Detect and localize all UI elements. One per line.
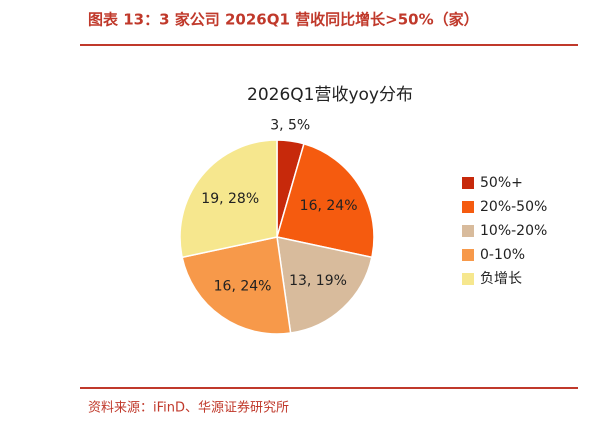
legend-label: 10%-20% xyxy=(480,223,547,239)
legend-swatch xyxy=(462,201,474,213)
data-label: 16, 24% xyxy=(300,198,358,214)
legend-swatch xyxy=(462,225,474,237)
figure-caption: 图表 13：3 家公司 2026Q1 营收同比增长>50%（家） xyxy=(88,11,479,29)
legend-swatch xyxy=(462,249,474,261)
legend-swatch xyxy=(462,177,474,189)
data-label: 3, 5% xyxy=(270,117,310,133)
chart-title: 2026Q1营收yoy分布 xyxy=(247,85,413,105)
legend-label: 50%+ xyxy=(480,175,523,191)
legend-label: 20%-50% xyxy=(480,199,547,215)
pie-slice xyxy=(181,236,292,335)
pie-slice xyxy=(276,236,373,334)
data-label: 19, 28% xyxy=(201,191,259,207)
legend-label: 0-10% xyxy=(480,247,525,263)
pie-slice xyxy=(179,139,278,259)
data-label: 16, 24% xyxy=(214,278,272,294)
legend-swatch xyxy=(462,273,474,285)
source-note: 资料来源：iFinD、华源证券研究所 xyxy=(88,400,289,416)
legend-label: 负增长 xyxy=(480,271,522,287)
data-label: 13, 19% xyxy=(289,273,347,289)
pie-slice xyxy=(276,142,375,259)
